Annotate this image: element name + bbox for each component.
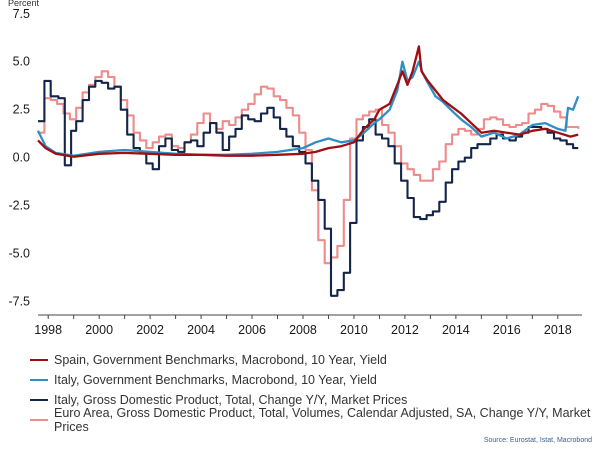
series-line-0 [37, 45, 579, 158]
legend-label-euro-area-gdp: Euro Area, Gross Domestic Product, Total… [54, 406, 591, 434]
y-tick-label: -2.5 [8, 199, 30, 213]
legend-swatch-italy-gdp [30, 399, 48, 401]
legend-label-italy-yield: Italy, Government Benchmarks, Macrobond,… [54, 373, 377, 387]
y-tick-label: 5.0 [13, 55, 30, 69]
x-axis: 1998 2000 2002 2004 2006 2008 2010 2012 2014 2016… [34, 314, 582, 337]
legend-label-italy-gdp: Italy, Gross Domestic Product, Total, Ch… [54, 393, 408, 407]
x-tick-label: 2018 [544, 323, 572, 337]
legend-swatch-euro-area-gdp [30, 419, 48, 421]
y-axis: 7.5 5.0 2.5 0.0 -2.5 -5.0 -7.5 [8, 7, 30, 309]
line-chart: Percent 7.5 5.0 2.5 0.0 -2.5 -5.0 -7.5 1998 200… [8, 0, 582, 337]
series-line-2 [38, 79, 579, 297]
legend-swatch-italy-yield [30, 379, 48, 381]
y-tick-label: -5.0 [8, 247, 30, 261]
y-axis-unit-label: Percent [8, 0, 40, 8]
legend-item-italy-gdp: Italy, Gross Domestic Product, Total, Ch… [30, 390, 595, 410]
x-tick-label: 2014 [442, 323, 470, 337]
legend: Spain, Government Benchmarks, Macrobond,… [30, 350, 595, 434]
x-tick-label: 2012 [391, 323, 419, 337]
y-tick-label: 2.5 [13, 103, 30, 117]
x-tick-label: 2000 [85, 323, 113, 337]
x-tick-label: 2002 [136, 323, 164, 337]
x-tick-label: 2008 [289, 323, 317, 337]
y-tick-label: -7.5 [8, 295, 30, 309]
legend-item-italy-yield: Italy, Government Benchmarks, Macrobond,… [30, 370, 595, 390]
y-tick-label: 0.0 [13, 151, 30, 165]
x-tick-label: 2010 [340, 323, 368, 337]
x-tick-label: 1998 [34, 323, 62, 337]
legend-item-euro-area-gdp: Euro Area, Gross Domestic Product, Total… [30, 406, 595, 434]
legend-label-spain-yield: Spain, Government Benchmarks, Macrobond,… [54, 353, 387, 367]
legend-swatch-spain-yield [30, 359, 48, 361]
series-line-3 [38, 70, 580, 265]
series-layer [36, 45, 580, 297]
y-tick-label: 7.5 [13, 7, 30, 21]
x-tick-label: 2004 [187, 323, 215, 337]
series-line-1 [36, 60, 580, 157]
legend-item-spain-yield: Spain, Government Benchmarks, Macrobond,… [30, 350, 595, 370]
x-tick-label: 2006 [238, 323, 266, 337]
source-note: Source: Eurostat, Istat, Macrobond [483, 437, 592, 444]
x-tick-label: 2016 [493, 323, 521, 337]
